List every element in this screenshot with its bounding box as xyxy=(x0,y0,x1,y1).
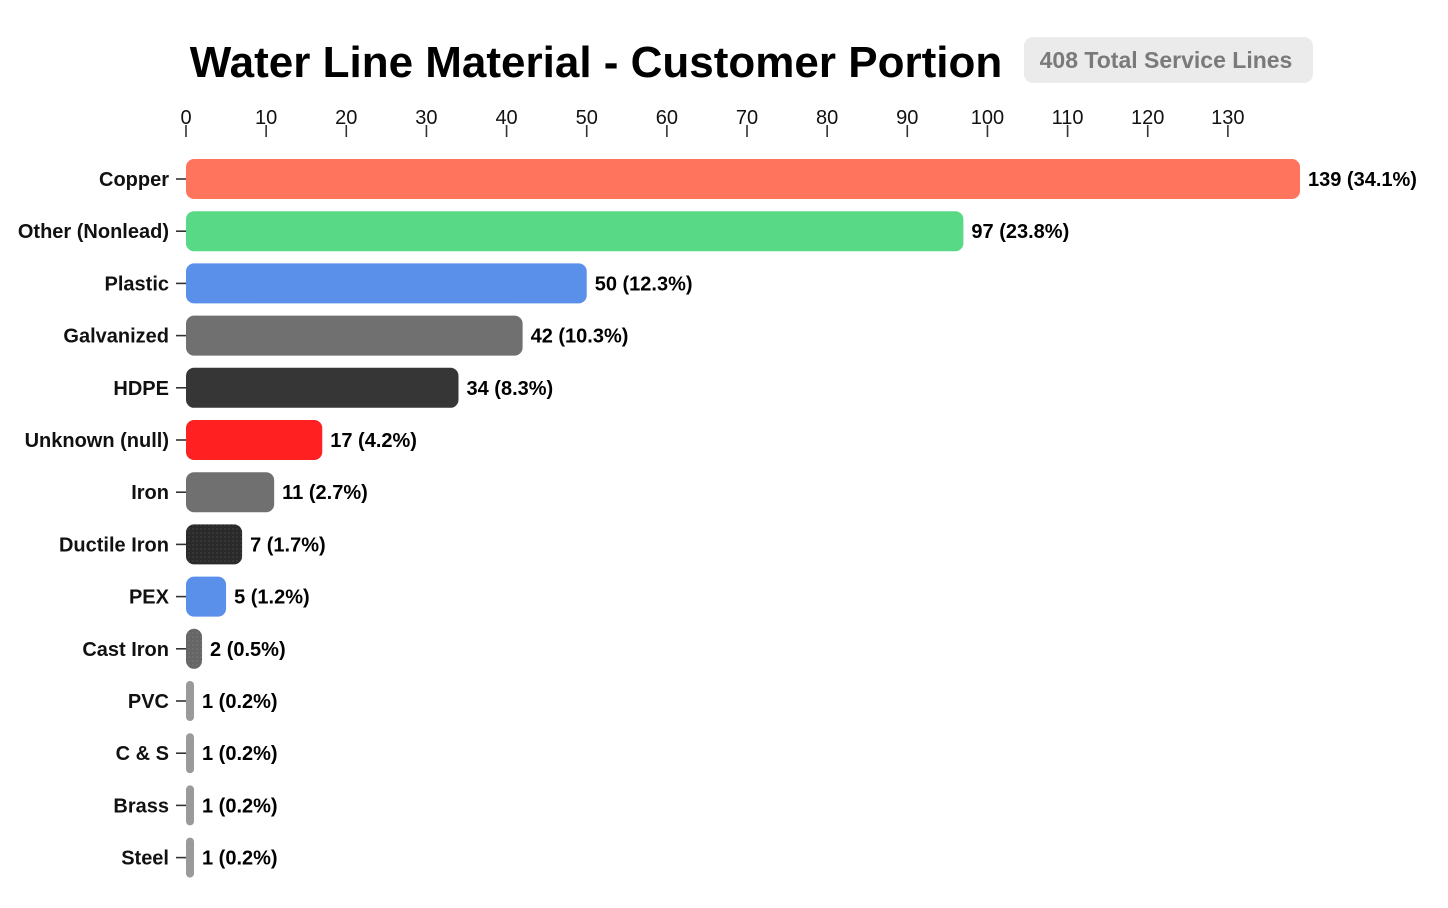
bars-group xyxy=(186,159,1300,878)
x-tick-label: 80 xyxy=(816,107,838,129)
x-tick-label: 60 xyxy=(656,107,678,129)
category-label: Copper xyxy=(99,169,169,191)
category-label: HDPE xyxy=(113,378,169,400)
category-label: Galvanized xyxy=(63,326,169,348)
category-label: PEX xyxy=(129,587,170,609)
data-label: 1 (0.2%) xyxy=(202,795,278,817)
data-label: 42 (10.3%) xyxy=(531,326,629,348)
bar-texture xyxy=(186,628,203,669)
category-label: Unknown (null) xyxy=(25,430,169,452)
bar xyxy=(186,681,195,721)
category-label: Other (Nonlead) xyxy=(18,221,169,243)
total-badge-background xyxy=(1024,37,1313,83)
x-axis: 0 10 20 30 40 50 60 70 80 90 100 110 120 130 xyxy=(180,107,1245,137)
total-badge: 408 Total Service Lines xyxy=(1024,37,1313,83)
data-label: 1 (0.2%) xyxy=(202,691,278,713)
total-badge-text: 408 Total Service Lines xyxy=(1040,47,1293,73)
bar xyxy=(186,576,227,617)
category-label: Steel xyxy=(121,848,169,870)
data-label: 139 (34.1%) xyxy=(1308,169,1417,191)
data-label: 50 (12.3%) xyxy=(595,273,693,295)
chart-title: Water Line Material - Customer Portion xyxy=(190,38,1002,87)
value-labels-group: 139 (34.1%) 97 (23.8%) 50 (12.3%) 42 (10.3%… xyxy=(202,169,1417,870)
category-label: Iron xyxy=(131,482,169,504)
category-label: Ductile Iron xyxy=(59,534,169,556)
data-label: 7 (1.7%) xyxy=(250,534,326,556)
bar xyxy=(186,472,275,513)
x-tick-label: 0 xyxy=(180,107,191,129)
bar xyxy=(186,420,323,460)
x-tick-label: 90 xyxy=(896,107,918,129)
category-label: C & S xyxy=(116,743,169,765)
x-tick-label: 130 xyxy=(1211,107,1244,129)
x-tick-label: 10 xyxy=(255,107,277,129)
data-label: 34 (8.3%) xyxy=(466,378,553,400)
bar xyxy=(186,315,523,356)
bar xyxy=(186,785,195,826)
data-label: 1 (0.2%) xyxy=(202,848,278,870)
x-tick-label: 40 xyxy=(495,107,517,129)
x-tick-label: 20 xyxy=(335,107,357,129)
category-label: Plastic xyxy=(105,273,169,295)
bar-texture xyxy=(186,524,243,565)
data-label: 17 (4.2%) xyxy=(330,430,417,452)
bar xyxy=(186,211,964,252)
bar xyxy=(186,837,195,878)
x-tick-label: 70 xyxy=(736,107,758,129)
data-label: 97 (23.8%) xyxy=(971,221,1069,243)
x-tick-label: 100 xyxy=(971,107,1004,129)
bar xyxy=(186,367,459,408)
x-tick-label: 120 xyxy=(1131,107,1164,129)
data-label: 2 (0.5%) xyxy=(210,639,286,661)
data-label: 5 (1.2%) xyxy=(234,587,310,609)
bar xyxy=(186,159,1300,199)
x-tick-label: 110 xyxy=(1052,107,1084,129)
bar xyxy=(186,733,195,774)
category-label: Cast Iron xyxy=(82,639,169,661)
y-axis: Copper Other (Nonlead) Plastic Galvanized HD… xyxy=(18,169,186,870)
x-tick-label: 30 xyxy=(415,107,437,129)
data-label: 1 (0.2%) xyxy=(202,743,278,765)
category-label: PVC xyxy=(128,691,169,713)
x-tick-label: 50 xyxy=(576,107,598,129)
bar xyxy=(186,263,587,304)
data-label: 11 (2.7%) xyxy=(282,482,368,504)
category-label: Brass xyxy=(113,795,169,817)
